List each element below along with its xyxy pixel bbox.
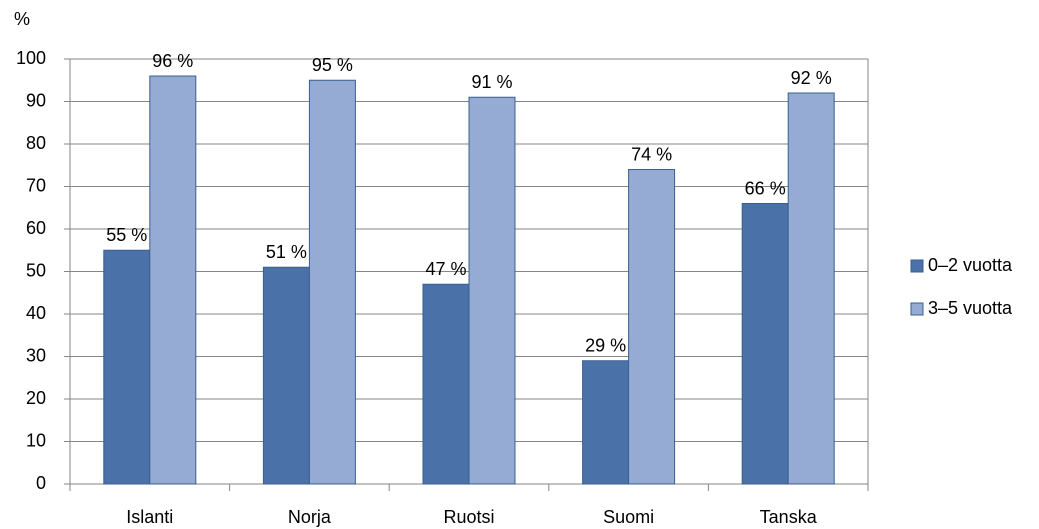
legend-swatch: [910, 259, 924, 273]
bar: [741, 203, 789, 485]
data-label: 74 %: [631, 144, 672, 164]
y-tick-label: 30: [26, 345, 46, 365]
data-label: 91 %: [471, 72, 512, 92]
x-tick-label: Suomi: [603, 507, 654, 527]
legend-label: 3–5 vuotta: [928, 298, 1013, 318]
y-tick-label: 80: [26, 133, 46, 153]
bar: [787, 92, 835, 485]
y-tick-label: 100: [16, 48, 46, 68]
data-label: 47 %: [425, 259, 466, 279]
bar: [628, 169, 676, 485]
data-label: 29 %: [585, 336, 626, 356]
data-label: 51 %: [266, 242, 307, 262]
bar: [422, 283, 470, 485]
y-tick-label: 10: [26, 430, 46, 450]
bar: [149, 75, 197, 485]
x-tick-label: Ruotsi: [443, 507, 494, 527]
y-tick-label: 20: [26, 388, 46, 408]
data-label: 55 %: [106, 225, 147, 245]
x-tick-label: Islanti: [126, 507, 173, 527]
y-tick-label: 60: [26, 218, 46, 238]
bar: [468, 96, 516, 485]
legend-label: 0–2 vuotta: [928, 255, 1013, 275]
data-label: 92 %: [791, 68, 832, 88]
y-axis-label: %: [14, 9, 30, 29]
bar: [308, 79, 356, 485]
bar: [582, 360, 630, 485]
y-tick-label: 90: [26, 90, 46, 110]
data-label: 96 %: [152, 51, 193, 71]
data-label: 95 %: [312, 55, 353, 75]
y-tick-label: 70: [26, 175, 46, 195]
y-tick-label: 40: [26, 303, 46, 323]
legend-swatch: [910, 302, 924, 316]
data-label: 66 %: [745, 178, 786, 198]
bar: [103, 249, 151, 485]
x-tick-label: Tanska: [760, 507, 818, 527]
bar: [262, 266, 310, 485]
y-tick-label: 0: [36, 473, 46, 493]
x-tick-label: Norja: [288, 507, 332, 527]
y-tick-label: 50: [26, 260, 46, 280]
